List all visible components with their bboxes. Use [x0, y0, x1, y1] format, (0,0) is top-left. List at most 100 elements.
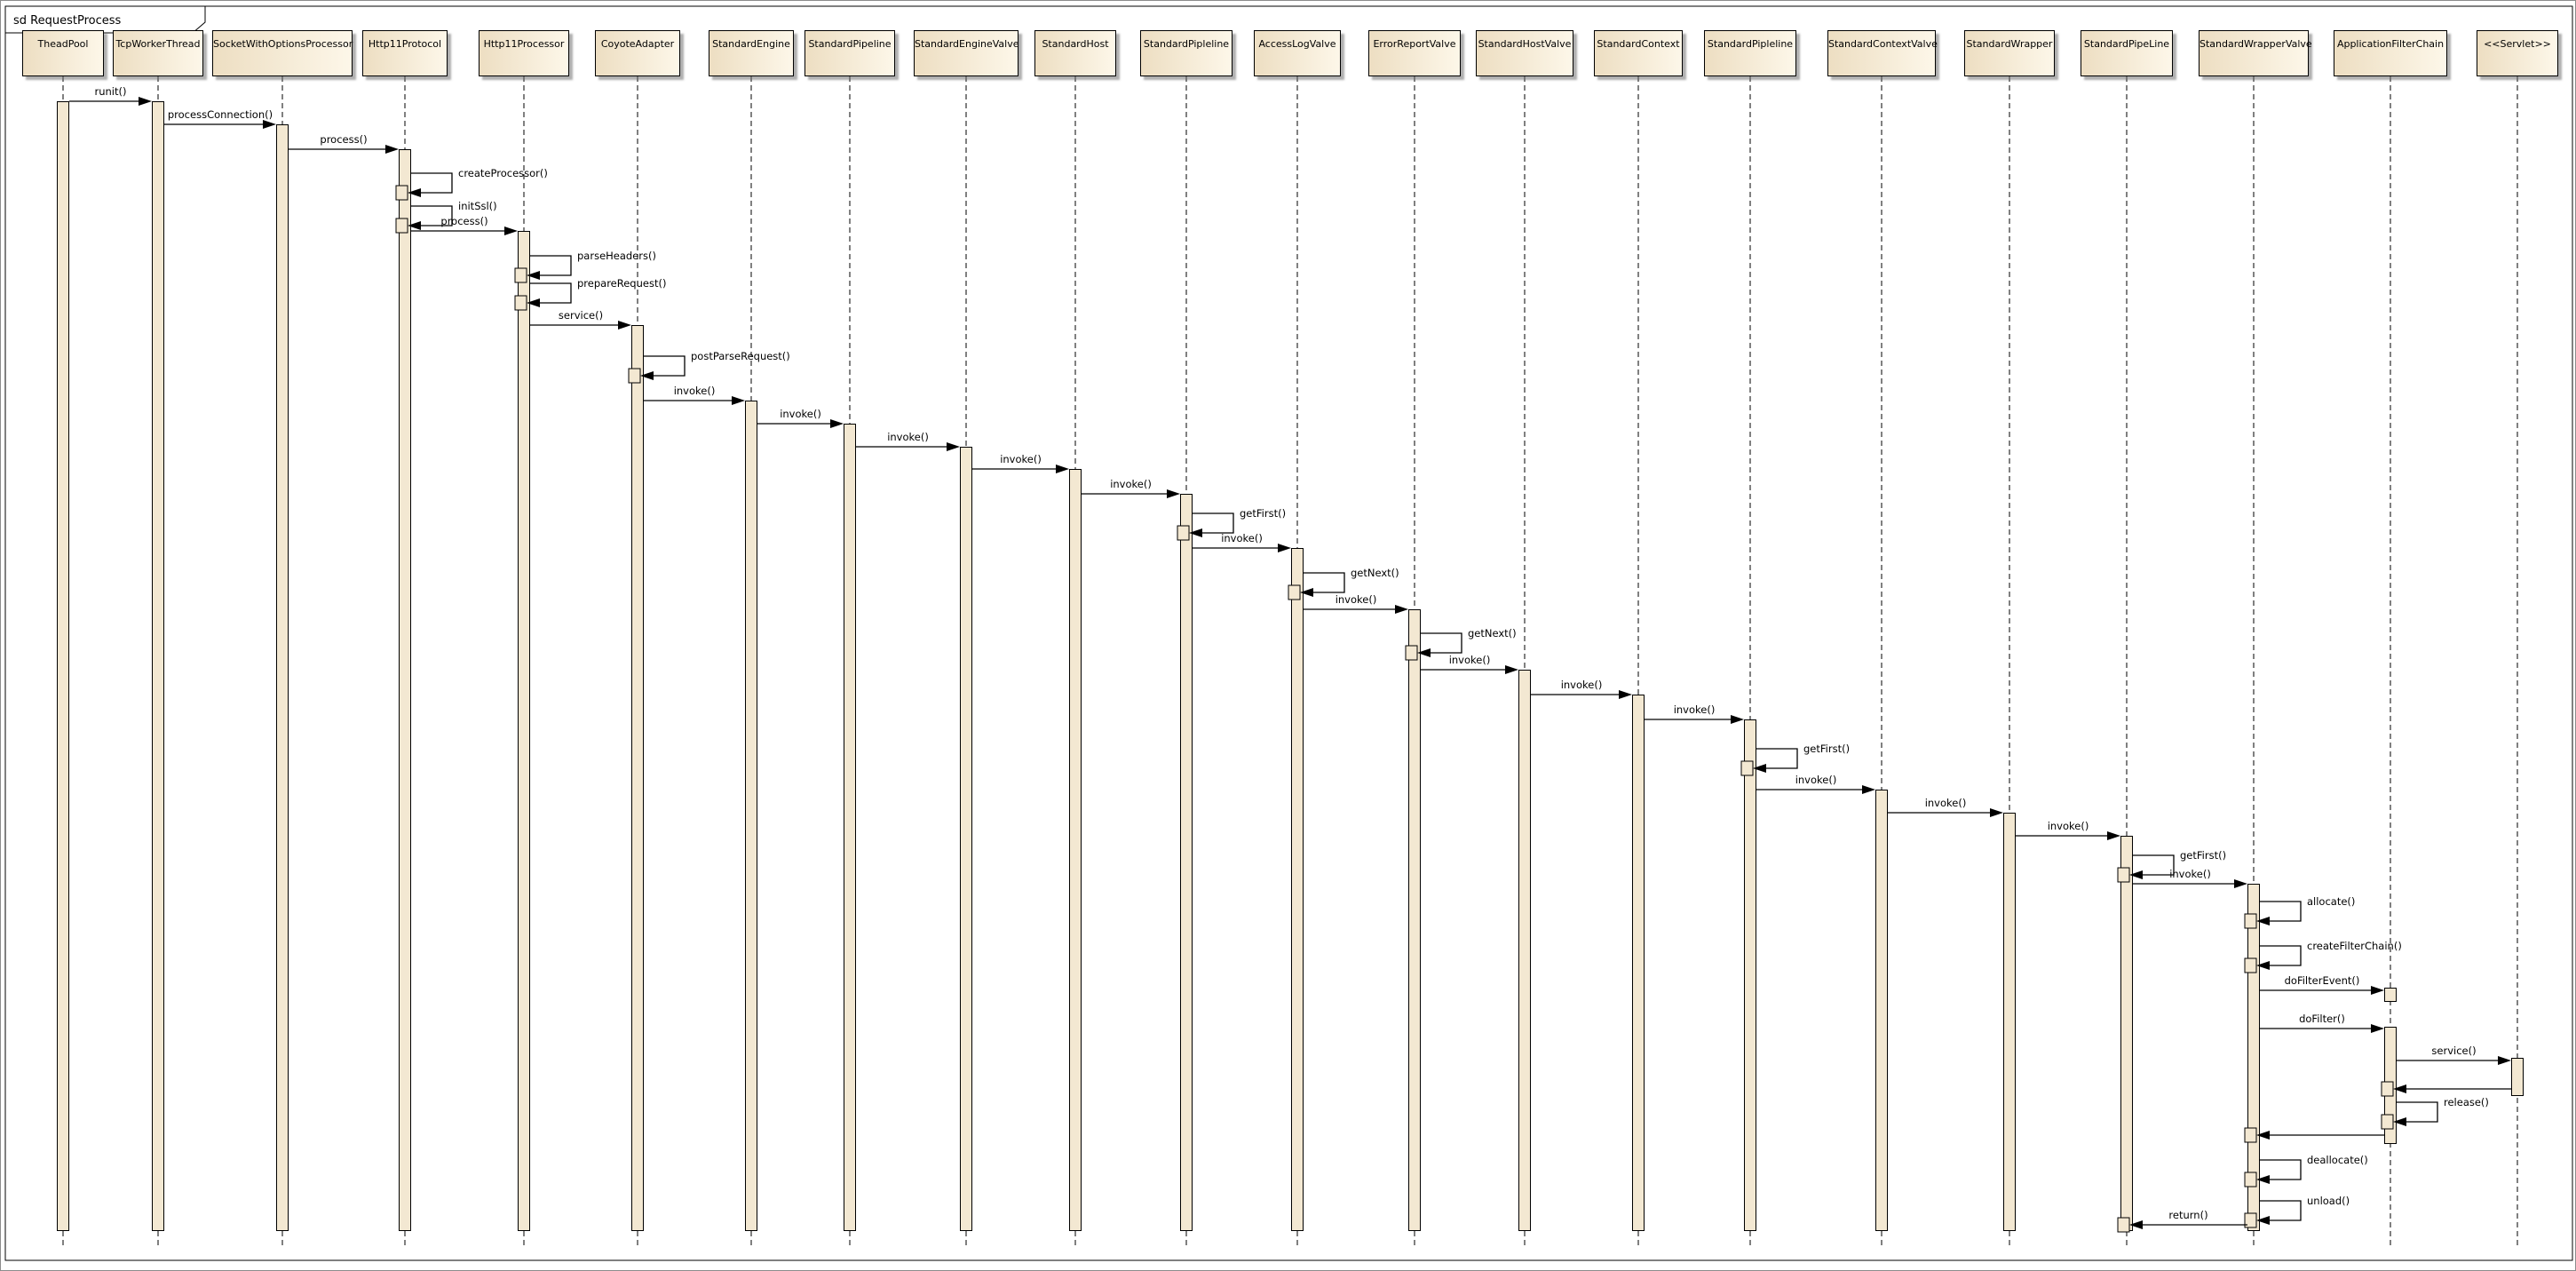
message-allocate[interactable]: allocate(): [2244, 895, 2355, 929]
message-label: initSsl(): [458, 200, 497, 212]
activation-bar-standardenginevalve[interactable]: [960, 447, 972, 1231]
activation-bar-standardpipleline-1[interactable]: [1180, 494, 1193, 1231]
lifeline-head-http11processor[interactable]: Http11Processor: [479, 30, 569, 76]
lifeline-head-standardhost[interactable]: StandardHost: [1034, 30, 1116, 76]
activation-bar-standardengine[interactable]: [745, 401, 757, 1231]
activation-bar-standardcontextvalve[interactable]: [1875, 790, 1888, 1231]
lifeline-head-standardpipleline-1[interactable]: StandardPipleline: [1140, 30, 1233, 76]
lifeline-head-standardenginevalve[interactable]: StandardEngineValve: [914, 30, 1019, 76]
lifeline-head-servlet[interactable]: <<Servlet>>: [2477, 30, 2558, 76]
message-invoke-4[interactable]: invoke(): [972, 453, 1069, 473]
lifeline-head-errorreportvalve[interactable]: ErrorReportValve: [1368, 30, 1461, 76]
message-service-2[interactable]: service(): [2397, 1045, 2511, 1065]
lifeline-head-standardpipeline-1[interactable]: StandardPipeline: [805, 30, 895, 76]
message-release[interactable]: release(): [2381, 1096, 2489, 1130]
message-invoke-5[interactable]: invoke(): [1082, 478, 1180, 498]
message-invoke-6[interactable]: invoke(): [1193, 532, 1291, 552]
message-process-2[interactable]: process(): [411, 215, 518, 235]
message-label: invoke(): [1561, 679, 1603, 691]
message-return[interactable]: return(): [2117, 1209, 2247, 1233]
message-processconnection[interactable]: processConnection(): [164, 108, 276, 129]
message-getnext-1[interactable]: getNext(): [1288, 567, 1399, 600]
lifeline-head-standardcontextvalve[interactable]: StandardContextValve: [1827, 30, 1938, 76]
lifeline-head-tcpworkerthread[interactable]: TcpWorkerThread: [113, 30, 203, 76]
message-invoke-1[interactable]: invoke(): [644, 385, 745, 405]
message-unload[interactable]: unload(): [2244, 1195, 2350, 1228]
message-getnext-2[interactable]: getNext(): [1405, 627, 1517, 661]
activation-bar-http11protocol[interactable]: [399, 149, 411, 1231]
message-invoke-14[interactable]: invoke(): [2133, 868, 2247, 888]
self-message-loop: [411, 172, 453, 194]
arrowhead-icon: [732, 396, 745, 405]
message-invoke-13[interactable]: invoke(): [2016, 820, 2120, 840]
activation-bar-standardcontext[interactable]: [1632, 695, 1645, 1231]
lifeline-head-coyoteadapter[interactable]: CoyoteAdapter: [595, 30, 680, 76]
message-runit[interactable]: runit(): [69, 85, 152, 106]
message-invoke-10[interactable]: invoke(): [1645, 703, 1744, 724]
self-message-loop: [411, 205, 453, 226]
frame-name-tab[interactable]: [4, 5, 206, 34]
message-createprocessor[interactable]: createProcessor(): [395, 167, 548, 201]
activation-bar-accesslogvalve[interactable]: [1291, 548, 1304, 1231]
message-label: getNext(): [1468, 627, 1517, 639]
activation-bar-theadpool[interactable]: [57, 101, 69, 1231]
activation-bar-errorreportvalve[interactable]: [1408, 609, 1421, 1231]
lifeline-head-accesslogvalve[interactable]: AccessLogValve: [1254, 30, 1341, 76]
activation-bar-applicationfilterchain[interactable]: [2384, 988, 2397, 1002]
lifeline-head-http11protocol[interactable]: Http11Protocol: [362, 30, 448, 76]
activation-bar-tcpworkerthread[interactable]: [152, 101, 164, 1231]
activation-bar-standardwrapper[interactable]: [2003, 813, 2016, 1231]
message-filterchain-return[interactable]: [2244, 1127, 2384, 1143]
message-dofilter[interactable]: doFilter(): [2260, 1013, 2384, 1033]
message-invoke-2[interactable]: invoke(): [757, 408, 844, 428]
activation-bar-standardhost[interactable]: [1069, 469, 1082, 1231]
nested-activation-box: [1177, 525, 1190, 541]
message-invoke-7[interactable]: invoke(): [1304, 593, 1408, 614]
lifeline-name: StandardPipeLine: [2083, 38, 2170, 50]
activation-bar-http11processor[interactable]: [518, 231, 530, 1231]
message-label: getNext(): [1351, 567, 1399, 579]
message-initssl[interactable]: initSsl(): [395, 200, 497, 234]
activation-bar-standardhostvalve[interactable]: [1518, 670, 1531, 1231]
message-service-1[interactable]: service(): [530, 309, 631, 330]
message-invoke-3[interactable]: invoke(): [856, 431, 960, 451]
message-preparerequest[interactable]: prepareRequest(): [514, 277, 666, 311]
activation-bar-standardpipeline-1[interactable]: [844, 424, 856, 1231]
message-invoke-9[interactable]: invoke(): [1531, 679, 1632, 699]
lifeline-head-standardwrappervalve[interactable]: StandardWrapperValve: [2199, 30, 2312, 76]
lifeline-head-standardhostvalve[interactable]: StandardHostValve: [1476, 30, 1573, 76]
lifeline-head-socketwithoptionsprocessor[interactable]: SocketWithOptionsProcessor: [212, 30, 353, 76]
lifeline-head-standardengine[interactable]: StandardEngine: [709, 30, 794, 76]
message-postparserequest[interactable]: postParseRequest(): [628, 350, 790, 384]
activation-bar-socketwithoptionsprocessor[interactable]: [276, 124, 289, 1231]
arrowhead-icon: [2371, 986, 2384, 995]
message-getfirst-2[interactable]: getFirst(): [1740, 743, 1850, 776]
message-servlet-return[interactable]: [2381, 1081, 2511, 1097]
lifeline-head-applicationfilterchain[interactable]: ApplicationFilterChain: [2334, 30, 2447, 76]
lifeline-name: SocketWithOptionsProcessor: [213, 38, 353, 50]
message-getfirst-3[interactable]: getFirst(): [2117, 849, 2226, 883]
message-label: getFirst(): [2180, 849, 2226, 862]
lifeline-head-standardwrapper[interactable]: StandardWrapper: [1964, 30, 2055, 76]
activation-bar-coyoteadapter[interactable]: [631, 325, 644, 1231]
nested-activation-box: [514, 295, 527, 311]
activation-bar-standardpipleline-2[interactable]: [1744, 719, 1756, 1231]
message-invoke-12[interactable]: invoke(): [1888, 797, 2003, 817]
self-message-loop: [530, 282, 572, 304]
message-process-1[interactable]: process(): [289, 133, 399, 154]
message-getfirst-1[interactable]: getFirst(): [1177, 507, 1286, 541]
message-dofilterevent[interactable]: doFilterEvent(): [2260, 974, 2384, 995]
message-createfilterchain[interactable]: createFilterChain(): [2244, 940, 2402, 973]
message-parseheaders[interactable]: parseHeaders(): [514, 250, 656, 283]
lifeline-head-standardpipeline-3[interactable]: StandardPipeLine: [2081, 30, 2173, 76]
arrowhead-icon: [139, 97, 152, 106]
message-invoke-8[interactable]: invoke(): [1421, 654, 1518, 674]
message-deallocate[interactable]: deallocate(): [2244, 1154, 2368, 1188]
lifeline-head-standardcontext[interactable]: StandardContext: [1594, 30, 1683, 76]
lifeline-head-standardpipleline-2[interactable]: StandardPipleline: [1704, 30, 1796, 76]
lifeline-head-theadpool[interactable]: TheadPool: [22, 30, 104, 76]
message-invoke-11[interactable]: invoke(): [1756, 774, 1875, 794]
nested-activation-box: [2244, 1172, 2257, 1188]
activation-bar-servlet[interactable]: [2511, 1058, 2524, 1096]
arrowhead-icon: [2256, 1216, 2270, 1225]
